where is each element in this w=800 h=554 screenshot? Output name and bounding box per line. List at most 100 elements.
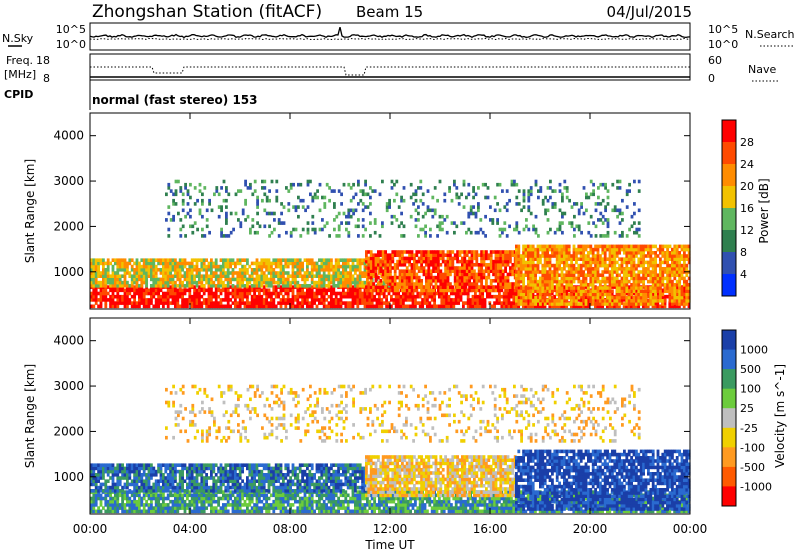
heatmap-cell — [656, 299, 660, 303]
heatmap-cell — [128, 506, 132, 510]
heatmap-cell — [224, 261, 228, 266]
heatmap-cell — [238, 274, 242, 278]
heatmap-cell — [531, 247, 535, 252]
heatmap-cell — [565, 288, 568, 293]
heatmap-cell — [555, 292, 559, 297]
heatmap-cell — [527, 195, 531, 200]
heatmap-cell — [379, 253, 383, 257]
heatmap-cell — [154, 264, 158, 269]
heatmap-cell — [308, 304, 312, 309]
heatmap-cell — [402, 301, 405, 305]
heatmap-cell — [468, 263, 471, 267]
heatmap-cell — [104, 268, 108, 272]
heatmap-cell — [543, 285, 547, 289]
heatmap-cell — [475, 256, 479, 261]
heatmap-cell — [591, 279, 595, 284]
heatmap-cell — [253, 301, 256, 305]
heatmap-cell — [318, 298, 321, 302]
heatmap-cell — [342, 301, 345, 305]
heatmap-cell — [589, 247, 593, 252]
heatmap-cell — [334, 294, 338, 299]
heatmap-cell — [351, 261, 355, 266]
heatmap-cell — [572, 257, 576, 261]
heatmap-cell — [477, 279, 481, 283]
heatmap-cell — [365, 256, 368, 261]
heatmap-cell — [572, 295, 576, 300]
heatmap-cell — [159, 284, 163, 288]
heatmap-cell — [128, 284, 132, 288]
heatmap-cell — [627, 244, 631, 249]
heatmap-cell — [427, 269, 431, 273]
heatmap-cell — [647, 286, 650, 290]
cpid-value: normal (fast stereo) 153 — [92, 93, 258, 107]
heatmap-cell — [442, 294, 446, 299]
heatmap-cell — [587, 254, 590, 258]
heatmap-cell — [539, 279, 542, 284]
heatmap-cell — [597, 186, 600, 190]
heatmap-cell — [391, 282, 395, 286]
heatmap-cell — [104, 298, 108, 302]
heatmap-cell — [325, 221, 329, 225]
heatmap-cell — [536, 291, 540, 296]
heatmap-cell — [380, 291, 384, 296]
heatmap-cell — [249, 186, 252, 190]
heatmap-cell — [489, 288, 493, 293]
heatmap-cell — [489, 285, 493, 289]
heatmap-cell — [570, 279, 573, 284]
heatmap-cell — [443, 198, 447, 203]
heatmap-cell — [685, 289, 689, 293]
heatmap-cell — [411, 304, 415, 309]
heatmap-cell — [114, 499, 117, 504]
heatmap-cell — [284, 291, 288, 296]
heatmap-cell — [320, 288, 324, 293]
heatmap-cell — [685, 295, 689, 300]
heatmap-cell — [594, 276, 597, 281]
heatmap-cell — [138, 264, 141, 269]
heatmap-cell — [267, 288, 271, 293]
heatmap-cell — [494, 269, 498, 273]
heatmap-cell — [408, 269, 411, 273]
heatmap-cell — [220, 227, 223, 232]
heatmap-cell — [637, 270, 641, 274]
heatmap-cell — [265, 298, 268, 302]
heatmap-cell — [428, 291, 432, 296]
heatmap-cell — [222, 264, 225, 269]
heatmap-cell — [126, 496, 129, 501]
heatmap-cell — [622, 304, 626, 309]
heatmap-cell — [236, 304, 240, 309]
heatmap-cell — [630, 257, 633, 261]
heatmap-cell — [118, 506, 122, 510]
heatmap-cell — [260, 294, 264, 299]
heatmap-cell — [637, 234, 641, 238]
heatmap-cell — [544, 211, 547, 216]
heatmap-cell — [599, 260, 602, 265]
heatmap-cell — [499, 266, 503, 270]
heatmap-cell — [457, 195, 461, 200]
nsky-tick-bottom: 10^0 — [56, 38, 86, 51]
heatmap-cell — [102, 277, 105, 282]
heatmap-cell — [226, 294, 230, 299]
heatmap-cell — [473, 279, 476, 283]
heatmap-cell — [166, 284, 170, 288]
heatmap-cell — [349, 274, 352, 278]
heatmap-cell — [582, 244, 585, 249]
heatmap-cell — [601, 260, 605, 265]
heatmap-cell — [489, 259, 493, 264]
heatmap-cell — [280, 221, 283, 225]
heatmap-cell — [260, 271, 264, 275]
heatmap-cell — [537, 234, 540, 238]
heatmap-cell — [678, 257, 681, 261]
heatmap-cell — [372, 282, 375, 286]
heatmap-cell — [116, 261, 120, 266]
nsky-line — [89, 26, 691, 39]
heatmap-cell — [339, 301, 343, 305]
heatmap-cell — [687, 286, 691, 290]
heatmap-cell — [685, 267, 689, 271]
heatmap-cell — [620, 247, 624, 252]
heatmap-cell — [675, 254, 679, 258]
heatmap-cell — [138, 268, 141, 272]
heatmap-cell — [637, 221, 641, 225]
heatmap-cell — [152, 284, 156, 288]
heatmap-cell — [551, 283, 554, 287]
heatmap-cell — [361, 298, 364, 302]
